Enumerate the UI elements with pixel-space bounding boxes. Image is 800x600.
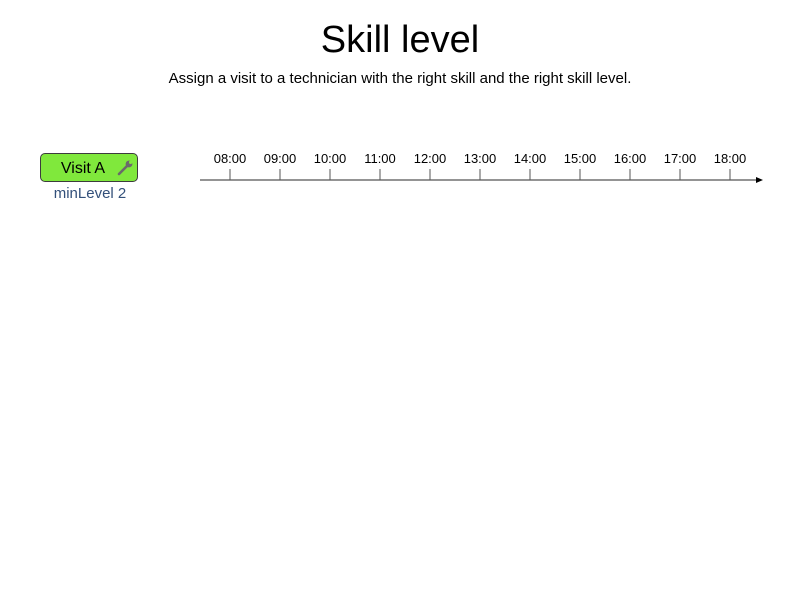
timeline-tick-label: 17:00 [664, 151, 697, 166]
timeline-tick-label: 11:00 [364, 151, 396, 166]
timeline-tick-label: 08:00 [214, 151, 247, 166]
visit-card[interactable]: Visit A [40, 153, 138, 182]
timeline-tick-label: 14:00 [514, 151, 547, 166]
page-subtitle: Assign a visit to a technician with the … [168, 70, 632, 87]
timeline-tick-label: 16:00 [614, 151, 647, 166]
page-title: Skill level [320, 19, 480, 61]
timeline-tick-label: 13:00 [464, 151, 497, 166]
timeline-tick-label: 18:00 [714, 151, 747, 166]
visit-label: Visit A [60, 160, 106, 177]
visit-min-level: minLevel 2 [53, 185, 127, 202]
timeline-tick-label: 15:00 [564, 151, 597, 166]
timeline-tick-label: 10:00 [314, 151, 347, 166]
timeline-arrowhead [756, 177, 763, 183]
wrench-icon [117, 160, 133, 176]
timeline-tick-label: 12:00 [414, 151, 447, 166]
timeline-tick-label: 09:00 [264, 151, 297, 166]
